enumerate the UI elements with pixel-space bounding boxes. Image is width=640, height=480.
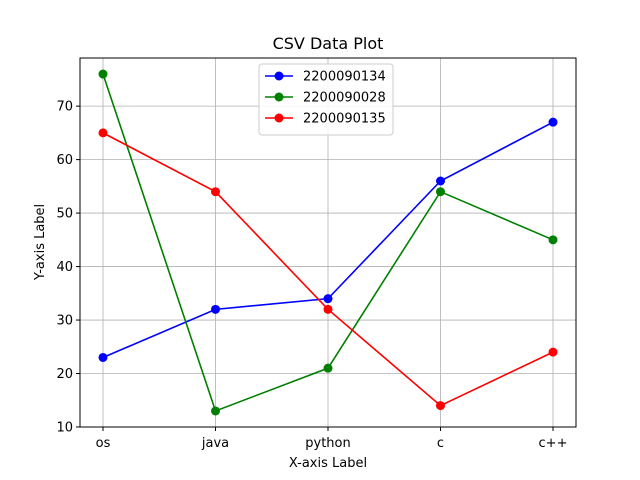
x-tick-label: c++ — [539, 436, 568, 451]
x-axis-label: X-axis Label — [289, 456, 367, 471]
legend-item: 2200090134 — [265, 70, 386, 85]
legend-label: 2200090028 — [303, 91, 386, 106]
y-tick-label: 40 — [56, 260, 73, 275]
data-point — [211, 304, 220, 314]
legend-label: 2200090134 — [303, 70, 386, 85]
legend-label: 2200090135 — [303, 112, 386, 127]
legend: 2200090134 2200090028 2200090135 — [258, 63, 394, 136]
series-layer — [98, 69, 558, 416]
x-tick-label: python — [305, 436, 350, 451]
y-axis-label: Y-axis Label — [33, 204, 48, 281]
series-2200090134 — [98, 117, 558, 362]
y-tick-label: 30 — [56, 314, 73, 329]
y-tick-label: 10 — [56, 421, 73, 436]
legend-item: 2200090135 — [265, 112, 386, 127]
legend-marker — [274, 113, 284, 123]
data-point — [436, 187, 445, 197]
legend-item: 2200090028 — [265, 91, 386, 106]
axis-ticks: os java python c c++ 10 20 30 40 50 60 70 — [56, 100, 567, 451]
y-tick-label: 70 — [56, 100, 73, 115]
y-tick-label: 60 — [56, 153, 73, 168]
data-point — [436, 176, 445, 186]
data-point — [211, 406, 220, 416]
series-2200090135 — [98, 128, 558, 411]
y-tick-label: 20 — [56, 367, 73, 382]
data-point — [323, 304, 333, 314]
chart-title: CSV Data Plot — [273, 34, 384, 53]
x-tick-label: java — [201, 436, 229, 451]
data-point — [98, 352, 108, 362]
data-point — [323, 294, 333, 304]
x-tick-label: c — [437, 436, 444, 451]
data-point — [548, 117, 558, 127]
x-tick-label: os — [96, 436, 111, 451]
y-tick-label: 50 — [56, 207, 73, 222]
legend-marker — [274, 71, 284, 81]
data-point — [436, 401, 445, 411]
data-point — [548, 347, 558, 357]
data-point — [98, 128, 108, 138]
legend-marker — [274, 92, 284, 102]
series-2200090028 — [98, 69, 558, 416]
data-point — [548, 235, 558, 245]
data-point — [98, 69, 108, 79]
data-point — [211, 187, 220, 197]
data-point — [323, 363, 333, 373]
